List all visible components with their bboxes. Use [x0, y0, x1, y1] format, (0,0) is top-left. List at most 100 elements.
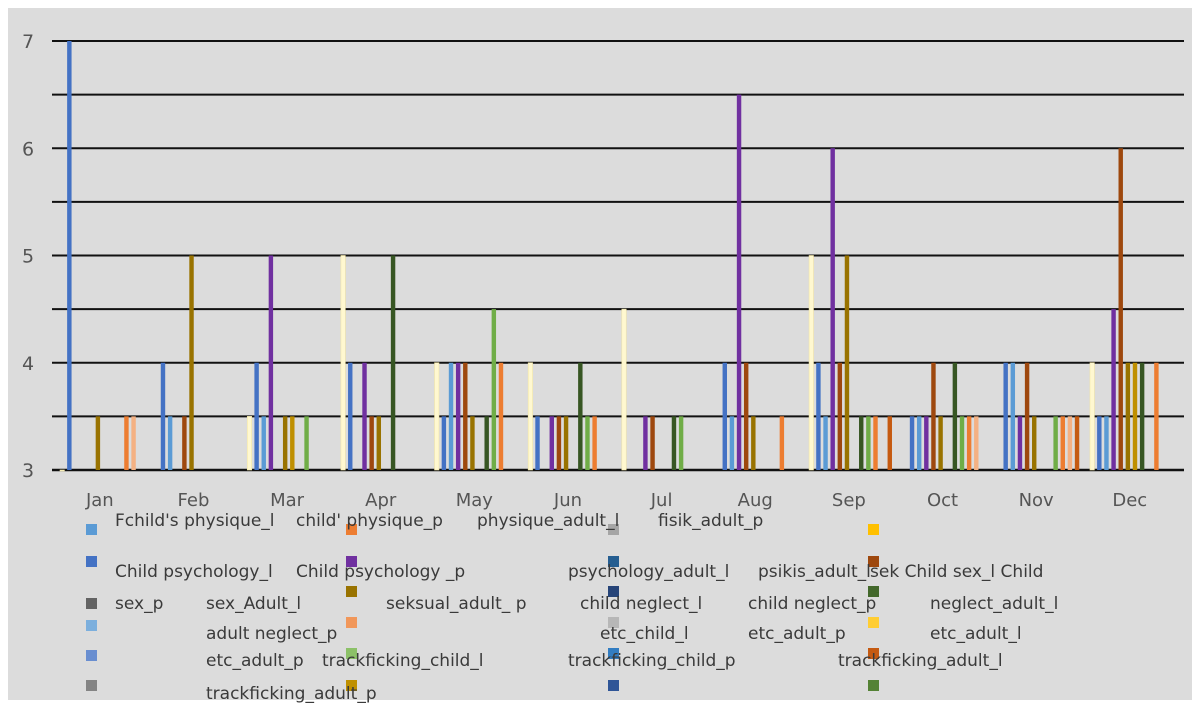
legend-label: psychology_adult_l [568, 562, 729, 582]
legend-swatch [346, 617, 357, 628]
bar [67, 41, 71, 470]
bar [960, 416, 964, 470]
x-tick-label: Apr [365, 490, 397, 511]
legend-swatch [86, 650, 97, 661]
bar [974, 416, 978, 470]
bar [816, 363, 820, 470]
legend-swatch [86, 524, 97, 535]
x-tick-label: Feb [178, 490, 210, 511]
bar [1133, 363, 1137, 470]
bar [830, 148, 834, 470]
bar [931, 363, 935, 470]
legend-label: seksual_adult_ p [386, 594, 527, 614]
legend-label: trackficking_adult_p [206, 684, 377, 704]
bar [492, 309, 496, 470]
bar [723, 363, 727, 470]
legend-swatch [868, 680, 879, 691]
bar [737, 95, 741, 470]
bar [499, 363, 503, 470]
legend-label: Fchild's physique_l [115, 511, 275, 531]
bar [845, 256, 849, 471]
bar [1075, 416, 1079, 470]
bar [269, 256, 273, 471]
bar [550, 416, 554, 470]
legend-label: child neglect_p [748, 594, 876, 614]
x-tick-label: Sep [832, 490, 866, 511]
bar [1011, 363, 1015, 470]
y-tick-label: 4 [22, 353, 34, 375]
bar [535, 416, 539, 470]
bar [247, 416, 251, 470]
legend-label: etc_adult_p [206, 651, 304, 671]
legend-label: psikis_adult_l [758, 562, 871, 582]
x-tick-label: Mar [270, 490, 305, 511]
y-tick-label: 5 [22, 246, 34, 268]
bar [578, 363, 582, 470]
x-tick-label: May [456, 490, 494, 511]
y-tick-label: 6 [22, 138, 34, 160]
legend-swatch [346, 586, 357, 597]
bar [124, 416, 128, 470]
bar [290, 416, 294, 470]
bar [672, 416, 676, 470]
bar [585, 416, 589, 470]
bar [304, 416, 308, 470]
bar [362, 363, 366, 470]
bar [622, 309, 626, 470]
bar [679, 416, 683, 470]
legend-swatch [86, 620, 97, 631]
bar [1068, 416, 1072, 470]
bar [917, 416, 921, 470]
bar [838, 363, 842, 470]
legend-swatch [86, 598, 97, 609]
bar [888, 416, 892, 470]
bar [730, 416, 734, 470]
bar [254, 363, 258, 470]
bar [463, 363, 467, 470]
bar [650, 416, 654, 470]
legend-swatch [608, 680, 619, 691]
bar [1018, 416, 1022, 470]
bar [924, 416, 928, 470]
bar [859, 416, 863, 470]
bar [1025, 363, 1029, 470]
bar [456, 363, 460, 470]
legend-label: Child psychology_l [115, 562, 273, 582]
x-tick-label: Jun [553, 490, 582, 511]
bar [442, 416, 446, 470]
legend-swatch [868, 617, 879, 628]
bar [564, 416, 568, 470]
bar [1097, 416, 1101, 470]
legend-label: fisik_adult_p [658, 511, 763, 531]
legend-label: etc_child_l [600, 624, 689, 644]
legend-swatch [868, 524, 879, 535]
bar [470, 416, 474, 470]
x-tick-label: Dec [1112, 490, 1147, 511]
bar [60, 470, 64, 471]
bar [96, 416, 100, 470]
bar [866, 416, 870, 470]
x-tick-label: Oct [927, 490, 958, 511]
bar [1104, 416, 1108, 470]
bar [1053, 416, 1057, 470]
legend-label: neglect_adult_l [930, 594, 1058, 614]
bar [1003, 363, 1007, 470]
bar [391, 256, 395, 471]
bar [809, 256, 813, 471]
bar [1119, 148, 1123, 470]
bar [967, 416, 971, 470]
bar [751, 416, 755, 470]
legend-swatch [86, 556, 97, 567]
bar [435, 363, 439, 470]
legend-label: child' physique_p [296, 511, 443, 531]
bar [189, 256, 193, 471]
legend-label: Child psychology _p [296, 562, 465, 582]
legend-swatch [86, 680, 97, 691]
bar [592, 416, 596, 470]
bar [938, 416, 942, 470]
bar [449, 363, 453, 470]
legend-label: etc_adult_l [930, 624, 1022, 644]
bar [1154, 363, 1158, 470]
x-tick-label: Aug [738, 490, 773, 511]
